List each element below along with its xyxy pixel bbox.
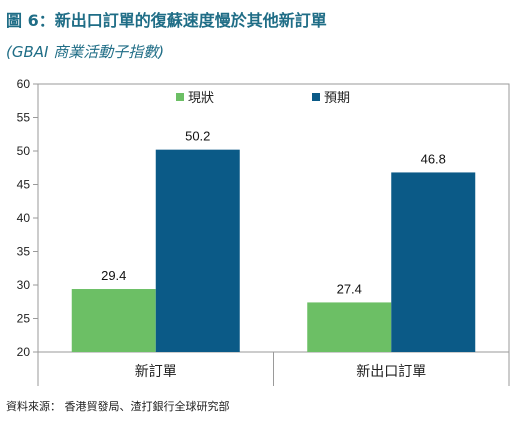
y-tick-label: 20 <box>17 345 31 359</box>
chart-title: 圖 6：新出口訂單的復蘇速度慢於其他新訂單 <box>6 11 327 30</box>
bar <box>155 149 240 352</box>
y-tick-label: 25 <box>17 312 31 326</box>
legend-swatch <box>312 93 320 101</box>
category-label: 新訂單 <box>135 364 177 380</box>
y-tick-label: 35 <box>17 245 31 259</box>
y-tick-label: 55 <box>17 111 31 125</box>
y-tick-label: 45 <box>17 178 31 192</box>
chart-subtitle: (GBAI 商業活動子指數) <box>6 43 165 61</box>
bar <box>307 302 392 352</box>
data-label: 27.4 <box>337 281 362 296</box>
data-label: 50.2 <box>185 129 210 144</box>
data-label: 29.4 <box>101 268 126 283</box>
bar <box>391 172 476 352</box>
legend-swatch <box>176 93 184 101</box>
bar <box>71 289 156 352</box>
y-tick-label: 50 <box>17 144 31 158</box>
legend-label: 現狀 <box>188 91 214 106</box>
y-tick-label: 40 <box>17 211 31 225</box>
y-tick-label: 60 <box>17 77 31 91</box>
source-note: 資料來源： 香港貿發局、渣打銀行全球研究部 <box>6 400 230 413</box>
legend-label: 預期 <box>324 91 350 106</box>
y-tick-label: 30 <box>17 278 31 292</box>
category-label: 新出口訂單 <box>356 364 426 380</box>
data-label: 46.8 <box>421 151 446 166</box>
